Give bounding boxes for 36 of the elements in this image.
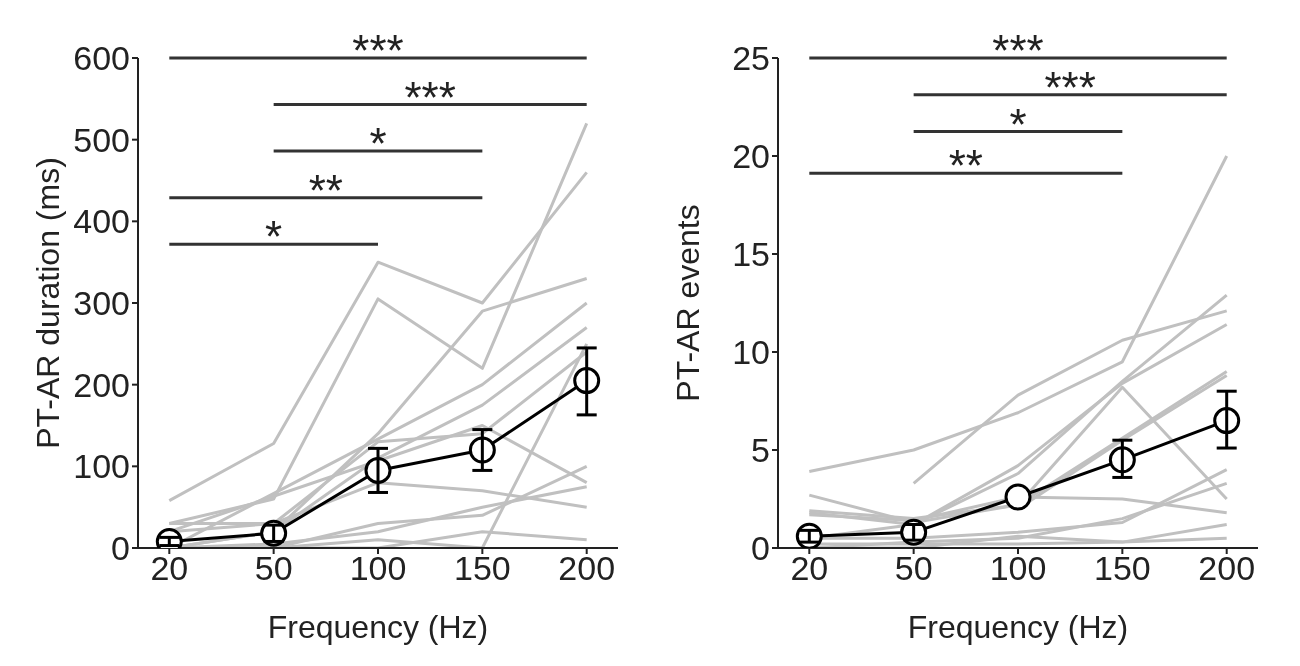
annotation: * <box>1009 99 1027 149</box>
annotation: ** <box>308 165 343 215</box>
y-tick-label: 600 <box>73 39 130 78</box>
x-tick-label: 50 <box>894 549 933 588</box>
x-tick-label: 20 <box>790 549 829 588</box>
annotation: *** <box>352 26 404 75</box>
annotation: *** <box>1044 62 1096 112</box>
x-tick-label: 150 <box>453 549 511 588</box>
annotation: * <box>265 212 283 262</box>
y-tick-label: 15 <box>732 235 770 274</box>
annotation: *** <box>992 26 1044 75</box>
x-tick-label: 150 <box>1093 549 1151 588</box>
x-tick-label: 100 <box>349 549 407 588</box>
y-tick-label: 0 <box>111 529 130 568</box>
y-tick-label: 300 <box>73 284 130 323</box>
annotation: ** <box>948 141 983 191</box>
x-tick-label: 200 <box>558 549 616 588</box>
y-tick-label: 5 <box>751 431 770 470</box>
y-axis-title: PT-AR duration (ms) <box>30 157 67 449</box>
y-tick-label: 0 <box>751 529 770 568</box>
annotation: *** <box>404 72 456 122</box>
y-tick-label: 10 <box>732 333 770 372</box>
y-tick-label: 20 <box>732 137 770 176</box>
x-axis-title: Frequency (Hz) <box>907 609 1129 645</box>
x-tick-label: 200 <box>1198 549 1256 588</box>
x-tick-label: 100 <box>989 549 1047 588</box>
y-tick-label: 200 <box>73 365 130 404</box>
y-tick-label: 500 <box>73 120 130 159</box>
annotation: * <box>369 119 387 169</box>
x-tick-label: 50 <box>254 549 293 588</box>
y-tick-label: 25 <box>732 39 770 78</box>
x-axis-title: Frequency (Hz) <box>267 609 489 645</box>
y-tick-label: 400 <box>73 202 130 241</box>
y-tick-label: 100 <box>73 447 130 486</box>
x-tick-label: 20 <box>150 549 189 588</box>
y-axis-title: PT-AR events <box>670 204 707 402</box>
